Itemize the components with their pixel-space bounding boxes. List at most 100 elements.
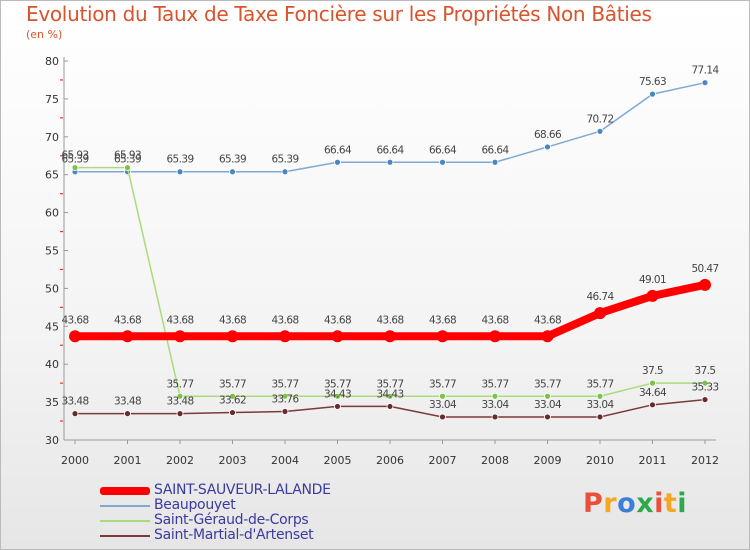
data-label: 35.77 xyxy=(534,378,561,390)
data-point xyxy=(649,379,656,387)
data-labels: 65.39 65.39 65.39 65.39 65.39 66.64 66.64 66.64… xyxy=(61,65,720,411)
data-point xyxy=(491,158,499,166)
data-label: 43.68 xyxy=(534,314,561,326)
data-point xyxy=(649,401,656,409)
data-label: 66.64 xyxy=(376,144,404,156)
x-tick-label: 2001 xyxy=(114,454,142,467)
data-point xyxy=(701,379,709,387)
data-point xyxy=(596,413,604,421)
data-point xyxy=(174,330,186,343)
data-point xyxy=(281,408,289,415)
logo-letter: x xyxy=(636,488,655,519)
data-label: 33.48 xyxy=(61,396,88,408)
data-point xyxy=(701,79,709,87)
data-label: 65.39 xyxy=(61,154,88,166)
data-label: 37.5 xyxy=(695,365,716,377)
x-tick-label: 2002 xyxy=(166,454,194,467)
data-point xyxy=(491,392,499,400)
data-point xyxy=(439,392,446,400)
x-tick-label: 2005 xyxy=(324,454,352,467)
data-point xyxy=(491,413,499,421)
data-point xyxy=(646,289,659,302)
data-point xyxy=(176,392,184,400)
data-point xyxy=(386,403,394,410)
data-point xyxy=(649,90,656,98)
data-point xyxy=(594,307,606,320)
data-label: 35.77 xyxy=(271,378,298,390)
data-point xyxy=(281,168,289,176)
y-tick-label: 45 xyxy=(45,320,59,333)
series-layer xyxy=(69,79,711,421)
data-label: 43.68 xyxy=(219,314,246,326)
legend-swatch xyxy=(100,487,150,495)
data-label: 35.33 xyxy=(691,382,718,394)
data-label: 43.68 xyxy=(429,314,456,326)
data-label: 43.68 xyxy=(166,314,193,326)
y-tick-label: 40 xyxy=(45,358,59,371)
data-label: 66.64 xyxy=(429,144,457,156)
y-tick-label: 35 xyxy=(45,396,59,409)
data-label: 35.77 xyxy=(376,378,403,390)
data-point xyxy=(176,410,184,418)
data-point xyxy=(541,330,554,343)
y-tick-label: 70 xyxy=(45,131,59,144)
data-label: 43.68 xyxy=(61,314,88,326)
logo-letter: P xyxy=(583,488,604,519)
data-point xyxy=(176,168,184,176)
data-label: 33.62 xyxy=(219,395,246,407)
data-label: 33.76 xyxy=(271,393,299,405)
legend-item: Saint-Martial-d'Artenset xyxy=(100,527,420,544)
data-point xyxy=(701,396,709,403)
data-label: 35.77 xyxy=(219,378,246,390)
data-label: 33.48 xyxy=(166,396,193,408)
data-label: 35.77 xyxy=(481,378,508,390)
data-point xyxy=(699,278,711,291)
data-point xyxy=(229,168,236,176)
x-tick-label: 2010 xyxy=(586,454,614,467)
logo-letter: o xyxy=(617,488,637,519)
data-label: 35.77 xyxy=(166,378,193,390)
data-point xyxy=(386,392,394,400)
logo-letter: i xyxy=(677,488,688,519)
data-point xyxy=(121,330,134,343)
data-point xyxy=(436,330,449,343)
legend-swatch xyxy=(100,505,150,507)
x-tick-label: 2011 xyxy=(639,454,667,467)
data-label: 65.39 xyxy=(166,154,193,166)
legend: SAINT-SAUVEUR-LALANDE Beaupouyet Saint-G… xyxy=(100,482,420,544)
data-point xyxy=(69,330,81,343)
data-label: 33.48 xyxy=(114,396,141,408)
y-tick-label: 60 xyxy=(45,207,59,220)
data-label: 65.39 xyxy=(219,154,246,166)
x-tick-label: 2006 xyxy=(376,454,404,467)
data-point xyxy=(229,409,236,416)
data-label: 65.39 xyxy=(271,154,298,166)
data-point xyxy=(334,158,341,166)
data-point xyxy=(544,143,551,151)
data-label: 46.74 xyxy=(586,291,614,303)
data-label: 33.04 xyxy=(429,399,457,411)
line-chart: 30 35 40 45 50 55 60 65 70 75 80 2000 2001 2002 2003 20… xyxy=(45,55,720,467)
data-label: 43.68 xyxy=(114,314,141,326)
data-label: 65.93 xyxy=(61,150,88,162)
data-label: 75.63 xyxy=(639,76,666,88)
x-tick-label: 2012 xyxy=(691,454,719,467)
data-point xyxy=(544,392,551,400)
axes: 30 35 40 45 50 55 60 65 70 75 80 2000 2001 2002 2003 20… xyxy=(45,55,719,467)
x-tick-label: 2009 xyxy=(534,454,562,467)
legend-label: SAINT-SAUVEUR-LALANDE xyxy=(154,482,331,498)
data-point xyxy=(124,410,131,418)
data-label: 68.66 xyxy=(534,129,562,141)
data-point xyxy=(489,330,501,343)
legend-label: Beaupouyet xyxy=(154,497,236,513)
chart-title: Evolution du Taux de Taxe Foncière sur l… xyxy=(26,2,652,26)
data-label: 43.68 xyxy=(324,314,351,326)
data-label: 43.68 xyxy=(376,314,403,326)
data-label: 43.68 xyxy=(481,314,508,326)
y-axis-unit: (en %) xyxy=(26,28,63,41)
data-point xyxy=(439,413,446,421)
data-point xyxy=(384,330,396,343)
data-point xyxy=(596,127,604,135)
data-point xyxy=(281,392,289,400)
data-label: 70.72 xyxy=(586,113,613,125)
